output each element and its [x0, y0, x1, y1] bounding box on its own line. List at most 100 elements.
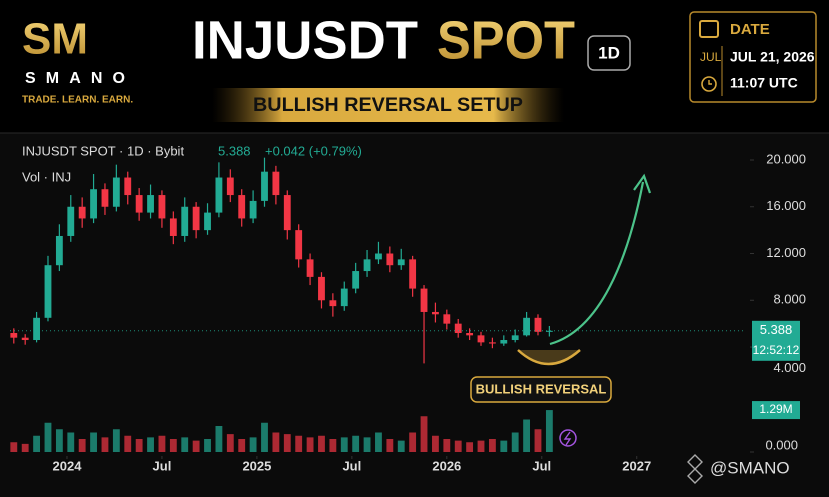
candle-body — [249, 200, 257, 219]
candle-body — [112, 177, 120, 207]
candle-body — [306, 259, 314, 277]
volume-bar — [55, 429, 63, 452]
volume-tick-label: 0.000 — [765, 437, 798, 452]
volume-bar — [318, 435, 325, 452]
x-tick-label: 2024 — [53, 458, 83, 473]
volume-bar — [409, 432, 417, 452]
y-tick-label: 20.000 — [766, 151, 806, 166]
candle-body — [443, 314, 451, 324]
volume-bar — [78, 439, 86, 452]
event-icon — [559, 429, 577, 447]
title: INJUSDT — [192, 10, 418, 70]
candle-body — [169, 218, 177, 236]
candle-body — [375, 253, 382, 260]
volume-bar — [226, 434, 234, 452]
y-tick-label: 4.000 — [773, 360, 806, 375]
volume-bar — [10, 442, 18, 452]
candle-body — [340, 288, 348, 307]
clock-icon — [701, 76, 717, 92]
volume-bar — [420, 416, 428, 452]
candle-body — [545, 330, 553, 332]
volume-bar — [204, 439, 211, 452]
volume-bar — [386, 439, 394, 452]
candle-body — [158, 195, 166, 219]
volume-bar — [33, 435, 41, 452]
candle-body — [386, 253, 394, 266]
volume-bar — [101, 437, 109, 452]
candle-body — [215, 177, 223, 213]
volume-bar — [283, 434, 291, 452]
y-tick-label: 16.000 — [766, 198, 806, 213]
volume-bar — [147, 437, 154, 452]
volume-title: Vol · INJ — [22, 169, 71, 184]
volume-bar — [534, 429, 542, 452]
volume-bar — [363, 437, 371, 452]
candle-body — [477, 335, 485, 343]
candle-body — [10, 333, 18, 338]
volume-bar — [545, 410, 553, 452]
candle-body — [420, 288, 428, 312]
candle-body — [147, 195, 154, 213]
volume-bar — [181, 437, 189, 452]
x-tick-label: Jul — [153, 458, 172, 473]
candle-body — [500, 340, 508, 344]
volume-bar — [306, 437, 314, 452]
candle-body — [318, 276, 325, 301]
candle-body — [272, 171, 280, 196]
y-tick-label: 12.000 — [766, 245, 806, 260]
volume-bar — [397, 440, 405, 452]
volume-bar — [454, 440, 462, 452]
date: JUL 21, 2026 — [730, 49, 815, 65]
title-accent: SPOT — [437, 10, 575, 70]
x-tick-label: Jul — [342, 458, 361, 473]
candle-body — [488, 342, 496, 344]
volume-bar — [523, 419, 531, 452]
candle-body — [181, 206, 189, 236]
subtitle: BULLISH REVERSAL SETUP — [253, 95, 523, 116]
volume-bar — [21, 443, 29, 452]
candle-body — [466, 333, 474, 336]
price-change: +0.042 (+0.79%) — [265, 143, 362, 158]
date-label: DATE — [730, 21, 770, 38]
clock-hands — [708, 80, 712, 85]
candle-body — [55, 235, 63, 266]
volume-bar — [488, 439, 496, 452]
candle-body — [78, 206, 86, 219]
candle-body — [283, 195, 291, 231]
candle-body — [295, 230, 303, 260]
candle-body — [409, 259, 417, 289]
timeframe-box — [587, 35, 631, 71]
candle-body — [135, 195, 143, 213]
candle-body — [454, 323, 462, 334]
volume-bar — [261, 422, 268, 452]
volume-bar — [238, 439, 246, 452]
volume-bar — [44, 422, 52, 452]
time: 11:07 UTC — [730, 75, 798, 91]
symbol-line: INJUSDT SPOT · 1D · Bybit — [22, 143, 184, 158]
x-tick-label: Jul — [532, 458, 551, 473]
volume-bar — [124, 435, 132, 452]
candle-body — [67, 206, 75, 236]
volume-label: 1.29M — [759, 402, 792, 416]
tagline: TRADE. LEARN. EARN. — [22, 95, 133, 106]
volume-bar — [249, 437, 257, 452]
volume-bar — [340, 437, 348, 452]
volume-bar — [295, 435, 303, 452]
volume-bar — [67, 432, 75, 452]
candle-body — [44, 265, 52, 318]
month: JUL — [700, 50, 722, 64]
subtitle-banner — [212, 88, 564, 122]
volume-bar — [158, 435, 166, 452]
volume-label-box — [752, 401, 800, 420]
x-tick-label: 2025 — [242, 458, 271, 473]
candle-body — [238, 195, 246, 219]
candle-body — [101, 189, 109, 207]
candle-body — [432, 311, 439, 315]
candle-body — [511, 335, 519, 341]
volume-bar — [215, 426, 223, 452]
volume-bar — [375, 432, 382, 452]
arrow-head — [633, 173, 652, 194]
volume-bar — [169, 439, 177, 452]
volume-bar — [443, 439, 451, 452]
